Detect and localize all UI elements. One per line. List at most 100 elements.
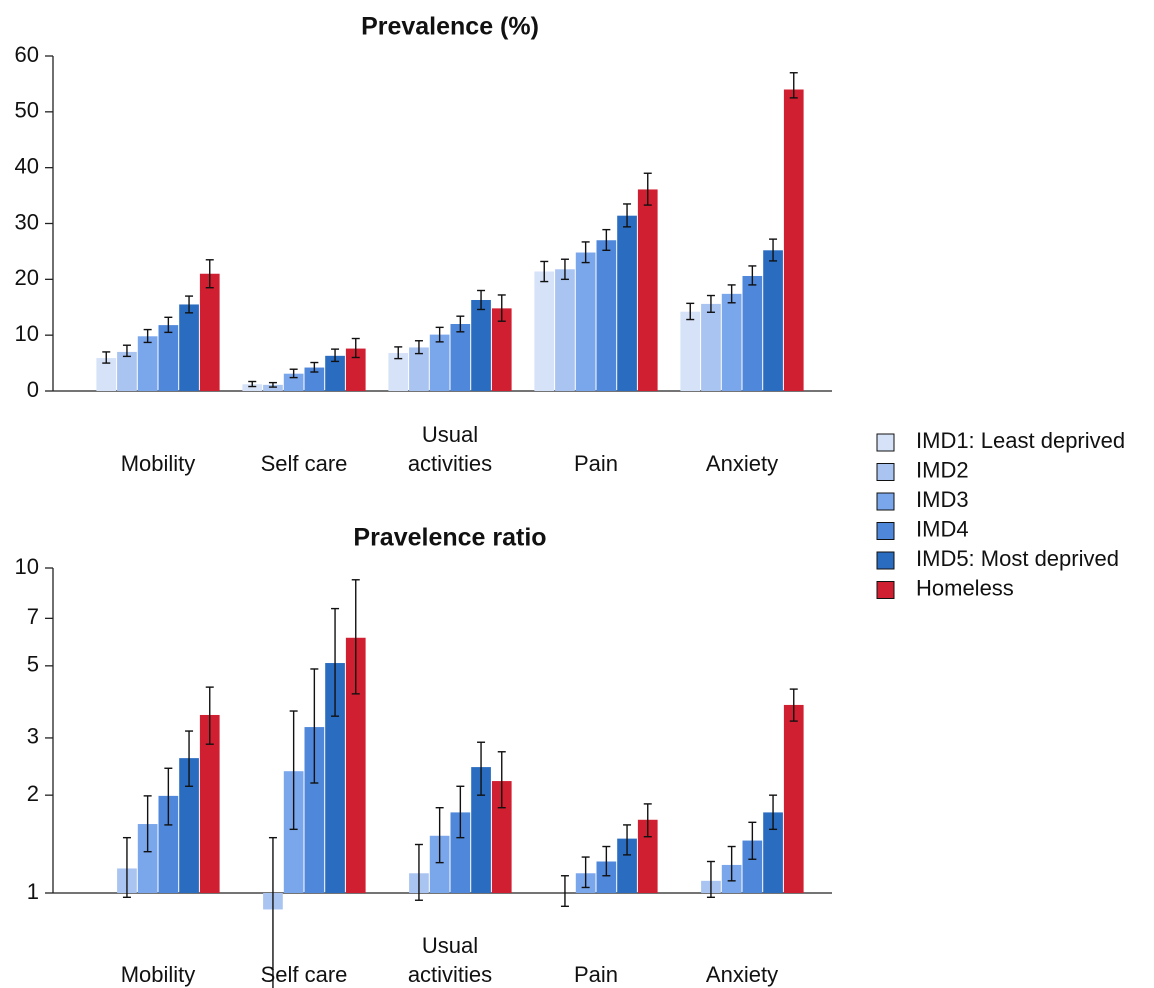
bar [345, 348, 366, 391]
error-bar [643, 172, 652, 206]
legend-swatch [876, 522, 895, 540]
legend-label: IMD2 [916, 457, 969, 482]
bar [701, 303, 721, 391]
error-bar [623, 203, 632, 228]
error-bar [769, 794, 778, 831]
error-bar [727, 284, 736, 304]
bar [137, 824, 158, 893]
error-bar [706, 294, 715, 313]
error-bar [268, 836, 277, 988]
error-bar [143, 795, 152, 853]
bar [763, 250, 783, 391]
x-tick-label: Self care [261, 451, 348, 476]
bar [179, 758, 199, 893]
error-bar [310, 668, 319, 784]
bar [471, 767, 491, 893]
error-bar [540, 260, 549, 283]
error-bar [205, 686, 214, 745]
bar [783, 704, 804, 893]
bar [450, 812, 471, 893]
legend-label: IMD4 [916, 516, 969, 541]
x-tick-label: Self care [261, 962, 348, 987]
bar [450, 324, 471, 391]
bar [429, 334, 450, 391]
bar [596, 861, 617, 893]
error-bar [414, 843, 423, 901]
y-tick-label: 50 [15, 98, 39, 123]
bar [283, 771, 304, 893]
bar [491, 308, 512, 391]
error-bar [686, 302, 695, 321]
error-bar [122, 344, 131, 358]
x-tick-label: Usual [422, 933, 478, 958]
error-bar [435, 807, 444, 864]
legend-label: IMD1: Least deprived [916, 428, 1125, 453]
error-bar [497, 751, 506, 809]
legend-label: IMD5: Most deprived [916, 546, 1119, 571]
error-bar [205, 259, 214, 289]
error-bar [351, 337, 360, 359]
bar [575, 252, 596, 391]
error-bar [435, 326, 444, 343]
error-bar [331, 348, 340, 363]
y-tick-label: 30 [15, 209, 39, 234]
error-bar [164, 316, 173, 334]
error-bar [581, 241, 590, 264]
x-tick-label: Anxiety [706, 962, 778, 987]
y-tick-label: 10 [15, 321, 39, 346]
bar [637, 819, 658, 893]
error-bar [623, 824, 632, 856]
error-bar [581, 856, 590, 889]
error-bar [748, 821, 757, 860]
error-bar [414, 340, 423, 355]
error-bar [456, 315, 465, 333]
bar [471, 299, 491, 391]
y-tick-label: 60 [15, 42, 39, 67]
y-tick-label: 0 [27, 377, 39, 402]
legend-swatch [876, 492, 895, 511]
bar [617, 838, 637, 893]
error-bar [289, 710, 298, 831]
legend-swatch [876, 433, 895, 452]
error-bar [185, 295, 194, 314]
error-bar [497, 294, 506, 322]
error-bar [602, 228, 611, 252]
error-bar [748, 265, 757, 286]
error-bar [102, 351, 111, 364]
error-bar [477, 289, 486, 311]
bar [179, 304, 199, 391]
error-bar [185, 730, 194, 787]
bar [263, 384, 283, 391]
error-bar [310, 361, 319, 373]
bar [534, 271, 555, 391]
bar [617, 215, 637, 391]
bar [491, 781, 512, 893]
error-bar [122, 836, 131, 898]
bar [742, 275, 763, 391]
x-tick-label: Anxiety [706, 451, 778, 476]
x-tick-label: Mobility [121, 962, 196, 987]
y-tick-label: 3 [27, 724, 39, 749]
bar [117, 351, 137, 391]
y-tick-label: 20 [15, 265, 39, 290]
error-bar [560, 875, 569, 908]
bar [96, 358, 117, 391]
legend-swatch [876, 551, 895, 570]
bar [304, 367, 325, 391]
error-bar [456, 785, 465, 839]
x-tick-label: Mobility [121, 451, 196, 476]
error-bar [268, 381, 277, 388]
legend-swatch [876, 463, 895, 481]
y-tick-label: 40 [15, 153, 39, 178]
x-tick-label: activities [408, 451, 492, 476]
x-tick-label: Pain [574, 451, 618, 476]
error-bar [248, 380, 257, 388]
error-bar [331, 607, 340, 717]
bar [158, 795, 179, 893]
error-bar [351, 579, 360, 695]
y-tick-label: 7 [27, 604, 39, 629]
y-tick-label: 2 [27, 781, 39, 806]
error-bar [706, 860, 715, 898]
bar [742, 840, 763, 893]
